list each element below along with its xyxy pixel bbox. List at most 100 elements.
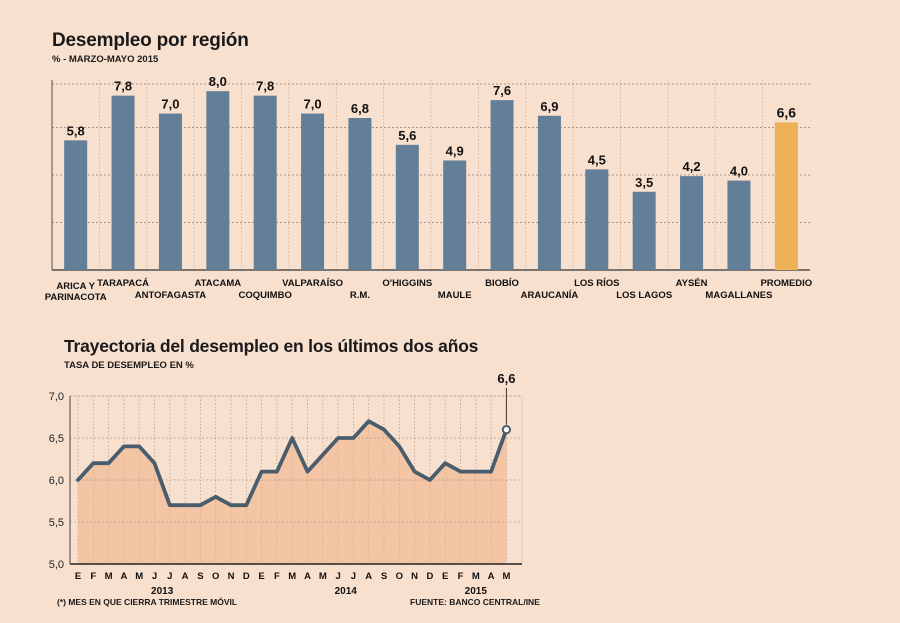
- bar-chart-subtitle: % - MARZO-MAYO 2015: [52, 54, 159, 65]
- year-label: 2014: [335, 586, 358, 597]
- bar-value-label: 6,8: [351, 101, 369, 116]
- month-label: J: [152, 571, 157, 582]
- data-point: [183, 504, 187, 507]
- month-label: S: [381, 571, 387, 582]
- month-label: M: [502, 571, 510, 582]
- bar: [632, 191, 656, 270]
- month-label: A: [304, 571, 311, 582]
- y-tick-label: 6,5: [49, 433, 64, 445]
- month-label: F: [274, 571, 280, 582]
- y-tick-label: 5,5: [49, 517, 64, 529]
- data-point: [92, 462, 95, 465]
- bar: [301, 113, 325, 270]
- category-label: AYSÉN: [676, 278, 708, 289]
- month-label: A: [182, 571, 189, 582]
- bar: [206, 91, 230, 270]
- bar-value-label: 4,5: [588, 152, 606, 167]
- last-point-marker: [501, 425, 511, 435]
- bar: [774, 122, 798, 271]
- category-label: LOS RÍOS: [574, 278, 619, 289]
- month-label: D: [426, 571, 433, 582]
- data-point: [291, 436, 294, 440]
- series-line: [76, 419, 509, 508]
- data-point: [398, 445, 401, 448]
- category-label: PARINACOTA: [45, 292, 107, 303]
- month-label: A: [488, 571, 495, 582]
- data-point: [428, 478, 432, 482]
- data-point: [459, 470, 462, 473]
- category-label: R.M.: [350, 290, 370, 301]
- bar: [537, 115, 561, 270]
- bar: [348, 118, 372, 270]
- bar-value-label: 6,6: [777, 104, 797, 120]
- month-label: J: [351, 571, 356, 582]
- bar: [585, 169, 609, 270]
- data-point: [474, 470, 477, 473]
- month-label: A: [120, 571, 127, 582]
- bar-value-label: 4,2: [683, 159, 701, 174]
- month-label: N: [228, 571, 235, 582]
- month-label: A: [365, 571, 372, 582]
- bar-value-label: 5,6: [398, 128, 416, 143]
- data-point: [260, 470, 263, 473]
- bar-value-label: 3,5: [635, 175, 653, 190]
- month-label: E: [258, 571, 264, 582]
- category-label: ARICA Y: [56, 281, 95, 292]
- bar: [64, 140, 88, 270]
- data-point: [336, 436, 340, 440]
- category-label: PROMEDIO: [760, 278, 812, 289]
- bar: [158, 113, 182, 270]
- bar-chart-title: Desempleo por región: [52, 30, 249, 51]
- data-point: [245, 504, 248, 507]
- data-point: [413, 470, 416, 473]
- y-tick-label: 6,0: [49, 475, 64, 487]
- data-point: [505, 428, 508, 431]
- bar-value-label: 7,8: [114, 79, 132, 94]
- data-point: [306, 470, 309, 473]
- month-label: J: [167, 571, 172, 582]
- month-label: E: [75, 571, 81, 582]
- data-point: [489, 470, 493, 473]
- data-point: [76, 478, 80, 482]
- data-point: [122, 445, 126, 448]
- year-label: 2015: [465, 586, 488, 597]
- category-label: BIOBÍO: [485, 278, 519, 289]
- bar-value-label: 7,0: [304, 97, 322, 112]
- bar: [111, 95, 135, 270]
- category-label: VALPARAÍSO: [282, 278, 343, 289]
- month-label: O: [396, 571, 403, 582]
- footnote: (*) MES EN QUE CIERRA TRIMESTRE MÓVIL: [57, 597, 238, 607]
- category-label: MAULE: [438, 290, 472, 301]
- data-point: [382, 428, 386, 431]
- month-label: M: [105, 571, 113, 582]
- month-label: F: [458, 571, 464, 582]
- data-point: [367, 420, 370, 423]
- bar: [443, 160, 467, 270]
- category-label: ANTOFAGASTA: [135, 290, 207, 301]
- bar-value-label: 5,8: [67, 123, 85, 138]
- y-tick-label: 7,0: [49, 391, 64, 403]
- month-label: J: [335, 571, 340, 582]
- category-label: ARAUCANÍA: [521, 290, 579, 301]
- data-point: [168, 504, 171, 507]
- bar: [395, 144, 419, 270]
- bar: [253, 95, 277, 270]
- data-point: [275, 470, 279, 473]
- bar-value-label: 8,0: [209, 74, 227, 89]
- plot-frame: [69, 395, 523, 565]
- bar-value-label: 4,0: [730, 164, 748, 179]
- month-label: M: [319, 571, 327, 582]
- data-point: [107, 462, 110, 465]
- data-point: [199, 504, 202, 507]
- month-label: M: [288, 571, 296, 582]
- category-label: LOS LAGOS: [616, 290, 672, 301]
- category-label: COQUIMBO: [239, 290, 292, 301]
- line-chart-subtitle: TASA DE DESEMPLEO EN %: [64, 360, 194, 371]
- month-label: M: [472, 571, 480, 582]
- data-point: [214, 495, 217, 498]
- month-label: S: [197, 571, 203, 582]
- category-label: MAGALLANES: [705, 290, 772, 301]
- data-point: [321, 453, 324, 456]
- bar-value-label: 7,6: [493, 83, 511, 98]
